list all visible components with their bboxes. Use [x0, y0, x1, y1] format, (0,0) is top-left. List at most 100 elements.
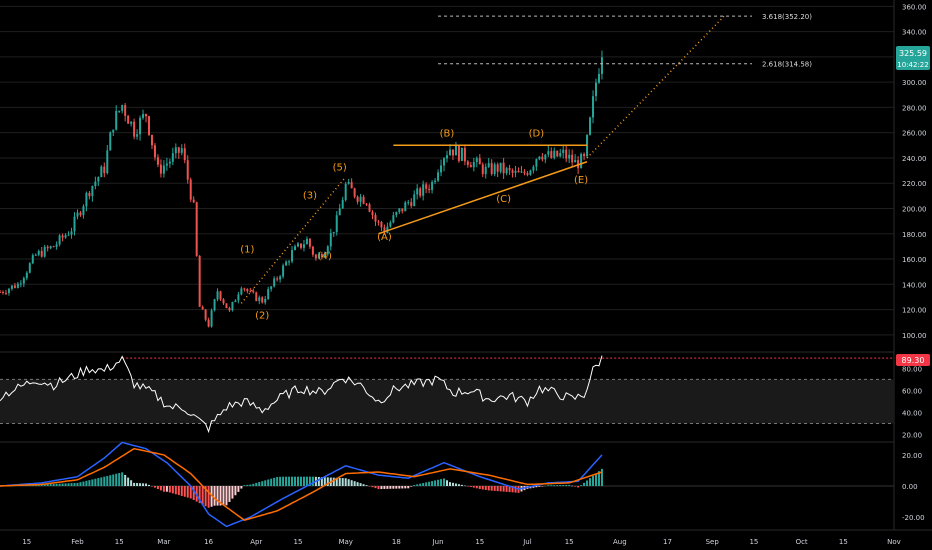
macd-histogram-bar — [508, 486, 511, 493]
candle-body — [404, 202, 407, 212]
macd-histogram-bar — [153, 486, 156, 488]
macd-histogram-bar — [392, 486, 395, 489]
macd-histogram-bar — [282, 476, 285, 486]
candle-body — [121, 105, 124, 111]
candle-body — [419, 188, 422, 196]
candle-body — [249, 291, 252, 293]
candle-body — [377, 221, 380, 223]
macd-histogram-bar — [550, 485, 553, 486]
candle-body — [276, 278, 279, 280]
candle-body — [496, 164, 499, 172]
macd-histogram-bar — [383, 486, 386, 489]
candle-body — [115, 110, 118, 130]
time-tick-label: Jul — [522, 538, 532, 546]
macd-histogram-bar — [490, 486, 493, 491]
candle-body — [332, 231, 335, 234]
macd-histogram-bar — [142, 483, 145, 486]
wave-label: (3) — [303, 190, 317, 201]
candle-body — [213, 299, 216, 311]
candle-body — [216, 291, 219, 300]
macd-histogram-bar — [547, 485, 550, 486]
macd-histogram-bar — [457, 484, 460, 486]
candle-body — [270, 286, 273, 290]
macd-histogram-bar — [285, 476, 288, 486]
candle-body — [228, 308, 231, 311]
macd-histogram-bar — [40, 484, 43, 486]
macd-histogram-bar — [404, 486, 407, 489]
macd-histogram-bar — [58, 483, 61, 486]
macd-histogram-bar — [291, 476, 294, 486]
candle-body — [195, 202, 198, 256]
candle-body — [234, 300, 237, 303]
macd-histogram-bar — [469, 486, 472, 487]
candle-body — [109, 132, 112, 151]
candle-body — [201, 306, 204, 310]
macd-histogram-bar — [183, 486, 186, 497]
candle-body — [82, 206, 85, 216]
candle-body — [505, 168, 508, 174]
macd-histogram-bar — [124, 474, 127, 486]
candle-body — [285, 261, 288, 266]
price-tick-label: 100.00 — [902, 332, 927, 340]
macd-tick-label: -20.00 — [902, 514, 925, 522]
macd-histogram-bar — [106, 475, 109, 486]
time-tick-label: 15 — [565, 538, 574, 546]
candle-body — [514, 170, 517, 173]
candle-body — [413, 194, 416, 206]
candle-body — [159, 164, 162, 174]
candle-body — [428, 188, 431, 190]
price-pane[interactable]: 3.618(352.20)2.618(314.58) (1)(2)(3)(4)(… — [0, 5, 894, 336]
candle-body — [323, 254, 326, 258]
candle-body — [133, 121, 136, 137]
candle-body — [34, 254, 37, 256]
macd-histogram-bar — [192, 486, 195, 500]
price-tick-label: 180.00 — [902, 231, 927, 239]
rsi-pane[interactable] — [0, 355, 894, 434]
macd-histogram-bar — [225, 486, 228, 506]
candle-body — [118, 110, 121, 112]
candle-body — [279, 276, 282, 280]
rsi-axis[interactable]: 20.00 40.00 60.00 80.00 — [902, 365, 922, 439]
candle-body — [550, 151, 553, 158]
candle-body — [583, 154, 586, 157]
macd-histogram-bar — [270, 478, 273, 486]
macd-histogram-bar — [201, 486, 204, 505]
candle-body — [267, 289, 270, 299]
candle-body — [469, 164, 472, 168]
macd-histogram-bar — [425, 482, 428, 486]
candle-body — [198, 255, 201, 307]
macd-axis[interactable]: 20.00 0.00 -20.00 — [902, 452, 925, 522]
macd-histogram-bar — [308, 476, 311, 486]
macd-histogram-bar — [136, 483, 139, 486]
candle-body — [559, 153, 562, 157]
candle-body — [529, 170, 532, 175]
rsi-tick-label: 60.00 — [902, 387, 922, 395]
macd-histogram-bar — [317, 476, 320, 486]
macd-histogram-bar — [195, 486, 198, 502]
candle-body — [61, 235, 64, 238]
breakout-projection — [586, 15, 725, 159]
macd-histogram-bar — [267, 479, 270, 486]
time-tick-label: 15 — [115, 538, 124, 546]
macd-histogram-bar — [398, 486, 401, 489]
candle-body — [52, 246, 55, 248]
macd-histogram-bar — [350, 480, 353, 486]
last-price-badge: 325.59 10:42:22 — [896, 46, 930, 70]
price-tick-label: 200.00 — [902, 205, 927, 213]
candle-body — [320, 254, 323, 258]
macd-pane[interactable] — [0, 441, 894, 528]
macd-histogram-bar — [574, 486, 577, 487]
macd-histogram-bar — [344, 478, 347, 486]
candle-body — [58, 235, 61, 245]
candle-body — [448, 149, 451, 156]
time-axis[interactable]: 15 Feb 15 Mar 16 Apr 15 May 18 Jun 15 Jul 15 Aug 17 Sep… — [22, 538, 900, 546]
candle-body — [478, 158, 481, 165]
macd-histogram-bar — [592, 475, 595, 486]
macd-histogram-bar — [276, 476, 279, 486]
candle-body — [490, 163, 493, 175]
candle-body — [258, 297, 261, 301]
candle-body — [94, 181, 97, 187]
macd-histogram-bar — [246, 484, 249, 486]
candle-body — [299, 243, 302, 248]
